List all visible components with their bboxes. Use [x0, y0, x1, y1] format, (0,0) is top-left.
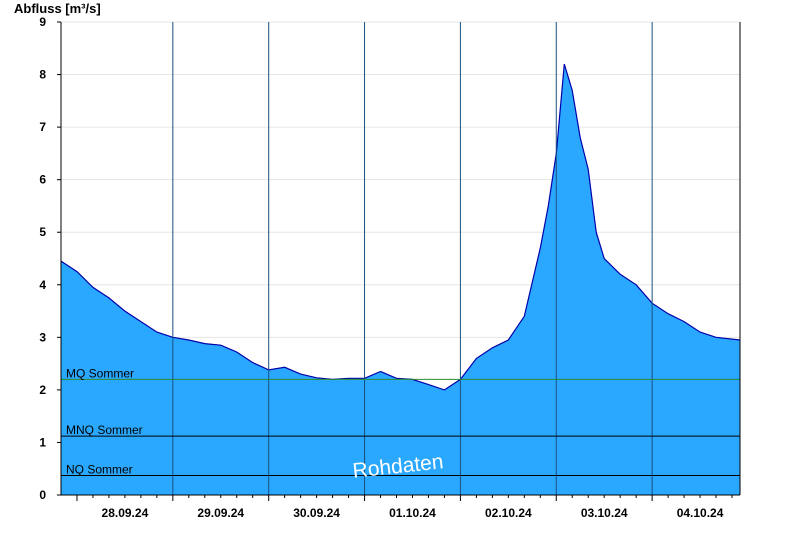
- y-axis-title: Abfluss [m³/s]: [14, 1, 101, 16]
- x-tick-label-04.10.24: 04.10.24: [677, 506, 724, 520]
- discharge-line: [60, 63, 741, 391]
- y-tick-label-6: 6: [39, 173, 46, 187]
- x-tick-label-28.09.24: 28.09.24: [102, 506, 149, 520]
- x-tick-label-30.09.24: 30.09.24: [293, 506, 340, 520]
- y-tick-label-1: 1: [39, 435, 46, 449]
- y-tick-label-8: 8: [39, 68, 46, 82]
- y-tick-label-9: 9: [39, 15, 46, 29]
- reference-lines: MQ Sommer MNQ Sommer NQ Sommer: [61, 366, 740, 477]
- y-tick-label-7: 7: [39, 120, 46, 134]
- y-tick-label-3: 3: [39, 330, 46, 344]
- discharge-area-fill: [61, 64, 740, 495]
- discharge-area-series: [60, 63, 741, 495]
- y-tick-label-0: 0: [39, 488, 46, 502]
- y-tick-label-2: 2: [39, 383, 46, 397]
- reference-label-nq-sommer: NQ Sommer: [66, 463, 133, 477]
- reference-label-mq-sommer: MQ Sommer: [66, 366, 134, 380]
- y-tick-label-4: 4: [39, 278, 46, 292]
- x-tick-label-29.09.24: 29.09.24: [197, 506, 244, 520]
- x-tick-label-01.10.24: 01.10.24: [389, 506, 436, 520]
- day-separators: [172, 22, 653, 495]
- reference-label-mnq-sommer: MNQ Sommer: [66, 423, 143, 437]
- y-tick-label-5: 5: [39, 225, 46, 239]
- x-tick-label-03.10.24: 03.10.24: [581, 506, 628, 520]
- x-tick-label-02.10.24: 02.10.24: [485, 506, 532, 520]
- axes: 0 1 2 3 4 5 6 7 8 9 28.09.24 29.09.24 30.09.24 01.10.…: [39, 15, 741, 520]
